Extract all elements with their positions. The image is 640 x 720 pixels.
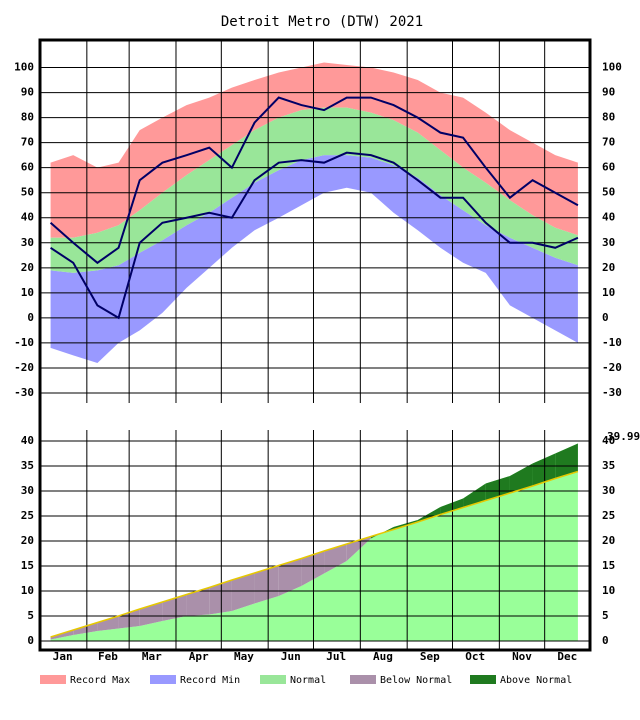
y-tick-label: 35	[21, 459, 34, 472]
legend-label: Record Min	[180, 675, 240, 686]
x-tick-label: Jul	[326, 650, 346, 663]
y-tick-label: 30	[21, 484, 34, 497]
y-tick-label: 80	[21, 111, 34, 124]
x-tick-label: Jan	[53, 650, 73, 663]
actual-low-line	[50, 151, 579, 320]
legend-label: Record Max	[70, 675, 130, 686]
below-normal-area	[231, 573, 255, 611]
y-tick-label: 15	[21, 559, 34, 572]
legend-swatch	[150, 675, 176, 684]
below-normal-area	[186, 587, 210, 616]
below-normal-area	[97, 616, 119, 631]
total-annotation: 39.99	[607, 430, 640, 443]
y-tick-label: 20	[21, 534, 34, 547]
y-tick-label: 10	[21, 584, 34, 597]
y-tick-label: -20	[14, 361, 34, 374]
y-tick-label: 90	[21, 86, 34, 99]
below-normal-area	[73, 622, 98, 635]
x-tick-label: Nov	[512, 650, 532, 663]
legend-swatch	[470, 675, 496, 684]
y-tick-label: 40	[21, 434, 34, 447]
y-tick-label: 0	[27, 311, 34, 324]
below-normal-area	[301, 551, 325, 586]
below-normal-area	[254, 565, 279, 604]
x-tick-label: Oct	[465, 650, 485, 663]
legend-swatch	[350, 675, 376, 684]
record-min-area	[50, 155, 578, 363]
legend-label: Above Normal	[500, 675, 572, 686]
y-tick-label-right: 70	[602, 136, 615, 149]
y-tick-label-right: 80	[602, 111, 615, 124]
y-tick-label-right: 25	[602, 509, 615, 522]
y-tick-label-right: 40	[602, 434, 615, 447]
above-normal-area	[555, 443, 578, 479]
y-tick-label-right: 0	[602, 311, 609, 324]
y-tick-label-right: 60	[602, 161, 615, 174]
y-tick-label-right: 30	[602, 236, 615, 249]
y-tick-label: -30	[14, 386, 34, 399]
legend-swatch	[40, 675, 66, 684]
y-tick-label-right: 0	[602, 634, 609, 647]
y-tick-label: 30	[21, 236, 34, 249]
y-tick-label-right: 90	[602, 86, 615, 99]
x-tick-label: Feb	[98, 650, 118, 663]
y-tick-label-right: 20	[602, 534, 615, 547]
y-tick-label-right: 20	[602, 261, 615, 274]
below-normal-area	[209, 580, 232, 615]
y-tick-label: -10	[14, 336, 34, 349]
y-tick-label-right: 100	[602, 61, 622, 74]
y-tick-label-right: 30	[602, 484, 615, 497]
legend-label: Normal	[290, 675, 326, 686]
legend-label: Below Normal	[380, 675, 452, 686]
y-tick-label-right: 10	[602, 584, 615, 597]
legend-swatch	[260, 675, 286, 684]
above-normal-area	[417, 507, 441, 522]
actual-area	[50, 443, 578, 641]
y-tick-label-right: 15	[602, 559, 615, 572]
chart-title: Detroit Metro (DTW) 2021	[221, 14, 423, 30]
x-tick-label: Sep	[420, 650, 440, 663]
y-tick-label: 20	[21, 261, 34, 274]
y-tick-label: 50	[21, 186, 34, 199]
x-tick-label: Jun	[281, 650, 301, 663]
y-tick-label-right: 35	[602, 459, 615, 472]
y-tick-label: 25	[21, 509, 34, 522]
below-normal-area	[162, 594, 187, 621]
y-tick-label-right: 5	[602, 609, 609, 622]
above-normal-area	[532, 453, 556, 486]
y-tick-label-right: -10	[602, 336, 622, 349]
y-tick-label-right: -20	[602, 361, 622, 374]
normal-area	[50, 107, 578, 273]
record-max-area	[50, 62, 578, 238]
y-tick-label: 40	[21, 211, 34, 224]
y-tick-label: 70	[21, 136, 34, 149]
x-tick-label: May	[234, 650, 254, 663]
y-tick-label: 5	[27, 609, 34, 622]
y-tick-label: 10	[21, 286, 34, 299]
y-tick-label: 0	[27, 634, 34, 647]
y-tick-label-right: -30	[602, 386, 622, 399]
y-tick-label-right: 40	[602, 211, 615, 224]
x-tick-label: Aug	[373, 650, 393, 663]
y-tick-label: 100	[14, 61, 34, 74]
above-normal-area	[509, 463, 533, 493]
y-tick-label-right: 10	[602, 286, 615, 299]
plot-frame	[38, 38, 592, 652]
y-tick-label-right: 50	[602, 186, 615, 199]
x-tick-label: Apr	[189, 650, 209, 663]
above-normal-area	[440, 498, 464, 515]
y-tick-label: 60	[21, 161, 34, 174]
x-tick-label: Dec	[557, 650, 577, 663]
x-tick-label: Mar	[142, 650, 162, 663]
below-normal-area	[278, 558, 302, 596]
actual-high-line	[49, 96, 579, 265]
normal-precip-line	[50, 470, 579, 638]
